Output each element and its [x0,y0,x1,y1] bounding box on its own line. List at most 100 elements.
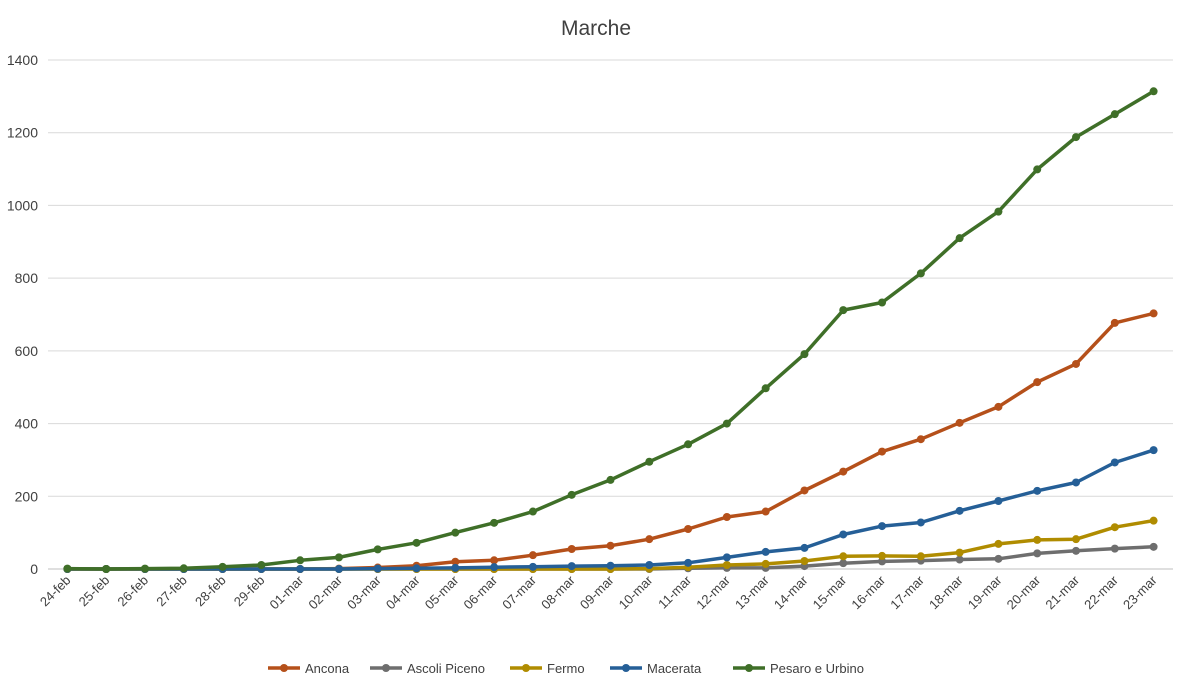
legend-label: Ancona [305,661,350,676]
data-point [140,564,149,573]
data-point [916,518,925,527]
legend: Ancona Ascoli Piceno Fermo Macerata Pesaro e… [268,661,864,676]
data-point [645,457,654,466]
data-point [1072,535,1081,544]
data-point [800,486,809,495]
data-point [761,547,770,556]
data-point [1149,87,1158,96]
legend-label: Pesaro e Urbino [770,661,864,676]
x-tick-label: 26-feb [114,573,151,610]
data-point [955,555,964,564]
data-point [567,490,576,499]
x-tick-label: 08-mar [538,572,578,612]
data-point [412,538,421,547]
y-tick-label: 800 [15,270,39,286]
data-point [1110,110,1119,119]
data-point [645,535,654,544]
series-line [65,89,1156,571]
data-point [1149,516,1158,525]
y-axis-ticks: 0 200 400 600 800 1000 1200 1400 [7,52,38,577]
data-point [490,556,499,565]
data-point [994,539,1003,548]
y-tick-label: 200 [15,488,39,504]
data-point [412,564,421,573]
data-point [373,545,382,554]
x-tick-label: 02-mar [305,572,345,612]
x-tick-label: 11-mar [655,572,695,612]
data-point [916,269,925,278]
data-point [1149,446,1158,455]
x-tick-label: 09-mar [577,572,617,612]
data-point [1033,486,1042,495]
data-point [916,435,925,444]
data-point [451,563,460,572]
data-point [839,467,848,476]
data-point [1033,378,1042,387]
data-point [567,562,576,571]
legend-label: Ascoli Piceno [407,661,485,676]
data-point [218,562,227,571]
y-tick-label: 1200 [7,125,38,141]
data-point [994,207,1003,216]
y-tick-label: 400 [15,416,39,432]
data-point [1072,546,1081,555]
data-point [296,565,305,573]
data-point [955,506,964,515]
x-tick-label: 16-mar [848,572,888,612]
data-point [1033,165,1042,174]
legend-label: Macerata [647,661,702,676]
x-tick-label: 29-feb [231,573,268,610]
series-macerata [63,446,1158,573]
data-point [1110,318,1119,327]
gridlines [48,59,1173,570]
legend-item: Ancona [268,661,350,676]
x-tick-label: 19-mar [965,572,1005,612]
data-point [878,551,887,560]
series-pesaro-e-urbino [63,87,1158,573]
data-point [296,556,305,565]
y-tick-label: 1000 [7,197,38,213]
x-tick-label: 14-mar [771,572,811,612]
data-point [955,418,964,427]
x-tick-label: 07-mar [499,572,539,612]
data-point [373,564,382,573]
legend-marker [522,664,530,672]
x-tick-label: 23-mar [1120,572,1160,612]
data-point [567,545,576,554]
data-point [257,561,266,570]
data-point [878,447,887,456]
data-point [606,475,615,484]
data-point [839,559,848,568]
legend-item: Fermo [510,661,585,676]
x-tick-label: 13-mar [732,572,772,612]
data-point [1110,544,1119,553]
y-tick-label: 1400 [7,52,38,68]
data-point [334,553,343,562]
data-point [1149,309,1158,318]
data-point [839,306,848,315]
data-point [1072,133,1081,142]
data-point [994,497,1003,506]
x-tick-label: 24-feb [37,573,74,610]
data-point [955,234,964,243]
data-point [451,528,460,537]
data-point [606,541,615,550]
data-point [800,543,809,552]
data-point [994,554,1003,563]
data-point [800,557,809,566]
data-point [722,419,731,428]
x-tick-label: 28-feb [192,573,229,610]
x-tick-label: 06-mar [461,572,501,612]
legend-marker [622,664,630,672]
x-tick-label: 22-mar [1081,572,1121,612]
data-point [102,565,111,573]
data-point [528,507,537,516]
data-point [334,565,343,573]
data-point [490,518,499,527]
legend-marker [280,664,288,672]
x-axis-ticks: 24-feb 25-feb 26-feb 27-feb 28-feb 29-feb 01-m… [37,572,1160,612]
data-point [839,552,848,561]
data-point [1110,458,1119,467]
